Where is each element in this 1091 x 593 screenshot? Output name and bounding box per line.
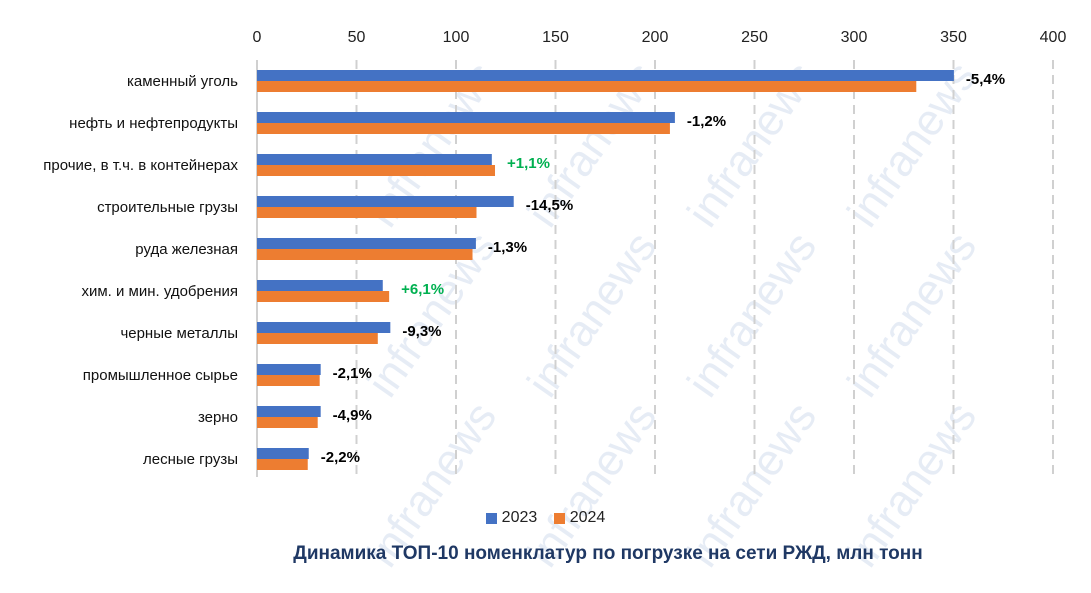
bar-2024 (257, 417, 318, 428)
data-label: -9,3% (402, 323, 441, 340)
category-label: хим. и мин. удобрения (81, 283, 238, 300)
watermark: infranews (838, 223, 986, 405)
data-label: -1,2% (687, 113, 726, 130)
bar-2024 (257, 459, 308, 470)
data-label: +6,1% (401, 281, 444, 298)
bar-2024 (257, 165, 496, 176)
bar-2023 (257, 406, 321, 417)
data-label: -14,5% (526, 197, 574, 214)
x-tick-label: 0 (253, 29, 262, 46)
x-tick-label: 200 (642, 29, 669, 46)
x-tick-label: 300 (841, 29, 868, 46)
category-label: прочие, в т.ч. в контейнерах (43, 157, 238, 174)
data-label: -5,4% (966, 71, 1005, 88)
x-tick-label: 400 (1040, 29, 1067, 46)
data-label: -2,2% (321, 449, 360, 466)
legend-item-2024: 2024 (553, 509, 606, 527)
data-label: +1,1% (507, 155, 550, 172)
bar-2023 (257, 448, 309, 459)
bar-2024 (257, 81, 917, 92)
bar-2024 (257, 249, 473, 260)
bar-2023 (257, 70, 954, 81)
category-label: лесные грузы (143, 451, 238, 468)
legend-swatch-2023 (485, 512, 497, 524)
bar-2023 (257, 154, 492, 165)
category-label: промышленное сырье (83, 367, 238, 384)
bar-2024 (257, 123, 670, 134)
bar-2023 (257, 322, 391, 333)
bar-2024 (257, 375, 320, 386)
bar-2024 (257, 207, 477, 218)
data-label: -2,1% (333, 365, 372, 382)
x-tick-label: 100 (443, 29, 470, 46)
category-label: зерно (198, 409, 238, 426)
watermark: infranews (518, 223, 666, 405)
watermark: infranews (678, 223, 826, 405)
x-tick-label: 150 (542, 29, 569, 46)
x-tick-label: 50 (348, 29, 366, 46)
legend-item-2023: 2023 (485, 509, 538, 527)
bar-2024 (257, 333, 378, 344)
bar-2023 (257, 238, 476, 249)
bar-2024 (257, 291, 390, 302)
chart-title: Динамика ТОП-10 номенклатур по погрузке … (293, 543, 923, 564)
category-label: черные металлы (120, 325, 238, 342)
x-tick-label: 250 (741, 29, 768, 46)
data-label: -1,3% (488, 239, 527, 256)
category-label: каменный уголь (127, 73, 238, 90)
bar-2023 (257, 364, 321, 375)
data-label: -4,9% (333, 407, 372, 424)
legend-label: 2023 (501, 509, 538, 526)
x-tick-label: 350 (940, 29, 967, 46)
bar-2023 (257, 112, 675, 123)
bar-2023 (257, 280, 383, 291)
category-label: нефть и нефтепродукты (69, 115, 238, 132)
legend-swatch-2024 (553, 512, 565, 524)
category-label: строительные грузы (97, 199, 238, 216)
legend: 2023 2024 (0, 509, 1091, 529)
legend-label: 2024 (569, 509, 606, 526)
bar-2023 (257, 196, 514, 207)
category-label: руда железная (135, 241, 238, 258)
